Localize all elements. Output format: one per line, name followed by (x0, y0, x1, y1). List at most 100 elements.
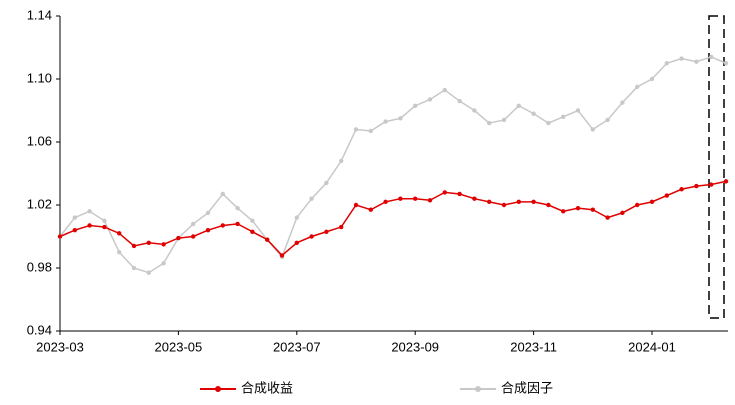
y-tick-label: 1.14 (27, 7, 52, 22)
point (709, 54, 714, 60)
point (220, 223, 225, 228)
point (575, 205, 581, 211)
point (220, 191, 225, 197)
point (235, 205, 240, 211)
y-tick-label: 1.02 (27, 196, 52, 211)
point (635, 202, 640, 208)
point (620, 100, 625, 105)
point (191, 221, 196, 227)
y-tick-label: 0.94 (27, 322, 52, 337)
point (723, 179, 729, 184)
legend-marker (215, 386, 221, 392)
point (649, 76, 655, 82)
point (472, 108, 477, 113)
point (605, 215, 610, 220)
point (72, 228, 78, 233)
point (694, 183, 699, 189)
point (279, 253, 285, 258)
point (546, 120, 551, 126)
point (427, 198, 433, 203)
point (176, 235, 181, 241)
x-tick-label: 2023-05 (155, 339, 203, 354)
point (516, 199, 521, 205)
point (694, 59, 699, 64)
legend-marker (475, 386, 481, 392)
point (679, 56, 684, 61)
point (339, 158, 344, 164)
point (664, 193, 669, 198)
point (353, 127, 359, 132)
point (383, 199, 388, 205)
point (309, 196, 314, 201)
legend-label: 合成因子 (501, 380, 553, 395)
point (649, 199, 655, 205)
point (398, 116, 403, 121)
point (131, 243, 137, 249)
x-tick-label: 2023-09 (391, 339, 439, 354)
point (265, 237, 270, 242)
point (723, 61, 729, 66)
point (87, 223, 92, 228)
point (709, 182, 714, 187)
point (398, 196, 403, 201)
point (516, 103, 521, 108)
point (590, 207, 595, 212)
point (117, 231, 122, 236)
x-tick-label: 2023-07 (273, 339, 321, 354)
x-tick-label: 2023-03 (36, 339, 84, 354)
point (472, 196, 477, 201)
point (501, 202, 507, 208)
x-tick-label: 2023-11 (510, 339, 557, 354)
point (575, 108, 581, 113)
point (368, 128, 373, 134)
point (294, 240, 299, 245)
point (250, 229, 255, 234)
point (561, 114, 566, 120)
point (457, 191, 462, 197)
point (102, 224, 107, 230)
point (457, 98, 462, 104)
point (191, 234, 196, 239)
y-tick-label: 0.98 (27, 259, 52, 274)
point (635, 84, 640, 90)
point (294, 215, 299, 220)
point (339, 224, 344, 230)
point (324, 229, 329, 234)
point (620, 210, 625, 216)
point (531, 111, 536, 116)
point (605, 117, 610, 123)
point (383, 119, 388, 124)
point (590, 127, 595, 132)
point (413, 103, 418, 108)
point (235, 221, 240, 227)
point (561, 209, 566, 214)
point (487, 120, 492, 126)
point (501, 117, 507, 123)
point (442, 190, 447, 195)
point (353, 202, 359, 208)
point (205, 210, 211, 216)
point (413, 196, 418, 201)
y-tick-label: 1.10 (27, 70, 52, 85)
point (161, 242, 166, 247)
point (324, 180, 329, 186)
series-line (59, 56, 727, 274)
point (205, 228, 211, 233)
legend-label: 合成收益 (241, 380, 293, 395)
highlight-box (708, 15, 725, 319)
point (309, 234, 314, 239)
series-line (59, 180, 727, 257)
point (161, 261, 166, 266)
point (146, 240, 151, 245)
y-tick-label: 1.06 (27, 133, 52, 148)
point (87, 209, 92, 214)
point (57, 234, 63, 239)
point (117, 250, 122, 255)
point (427, 97, 433, 102)
point (250, 218, 255, 223)
point (442, 87, 447, 93)
point (679, 187, 684, 192)
point (531, 199, 536, 205)
point (146, 270, 151, 275)
